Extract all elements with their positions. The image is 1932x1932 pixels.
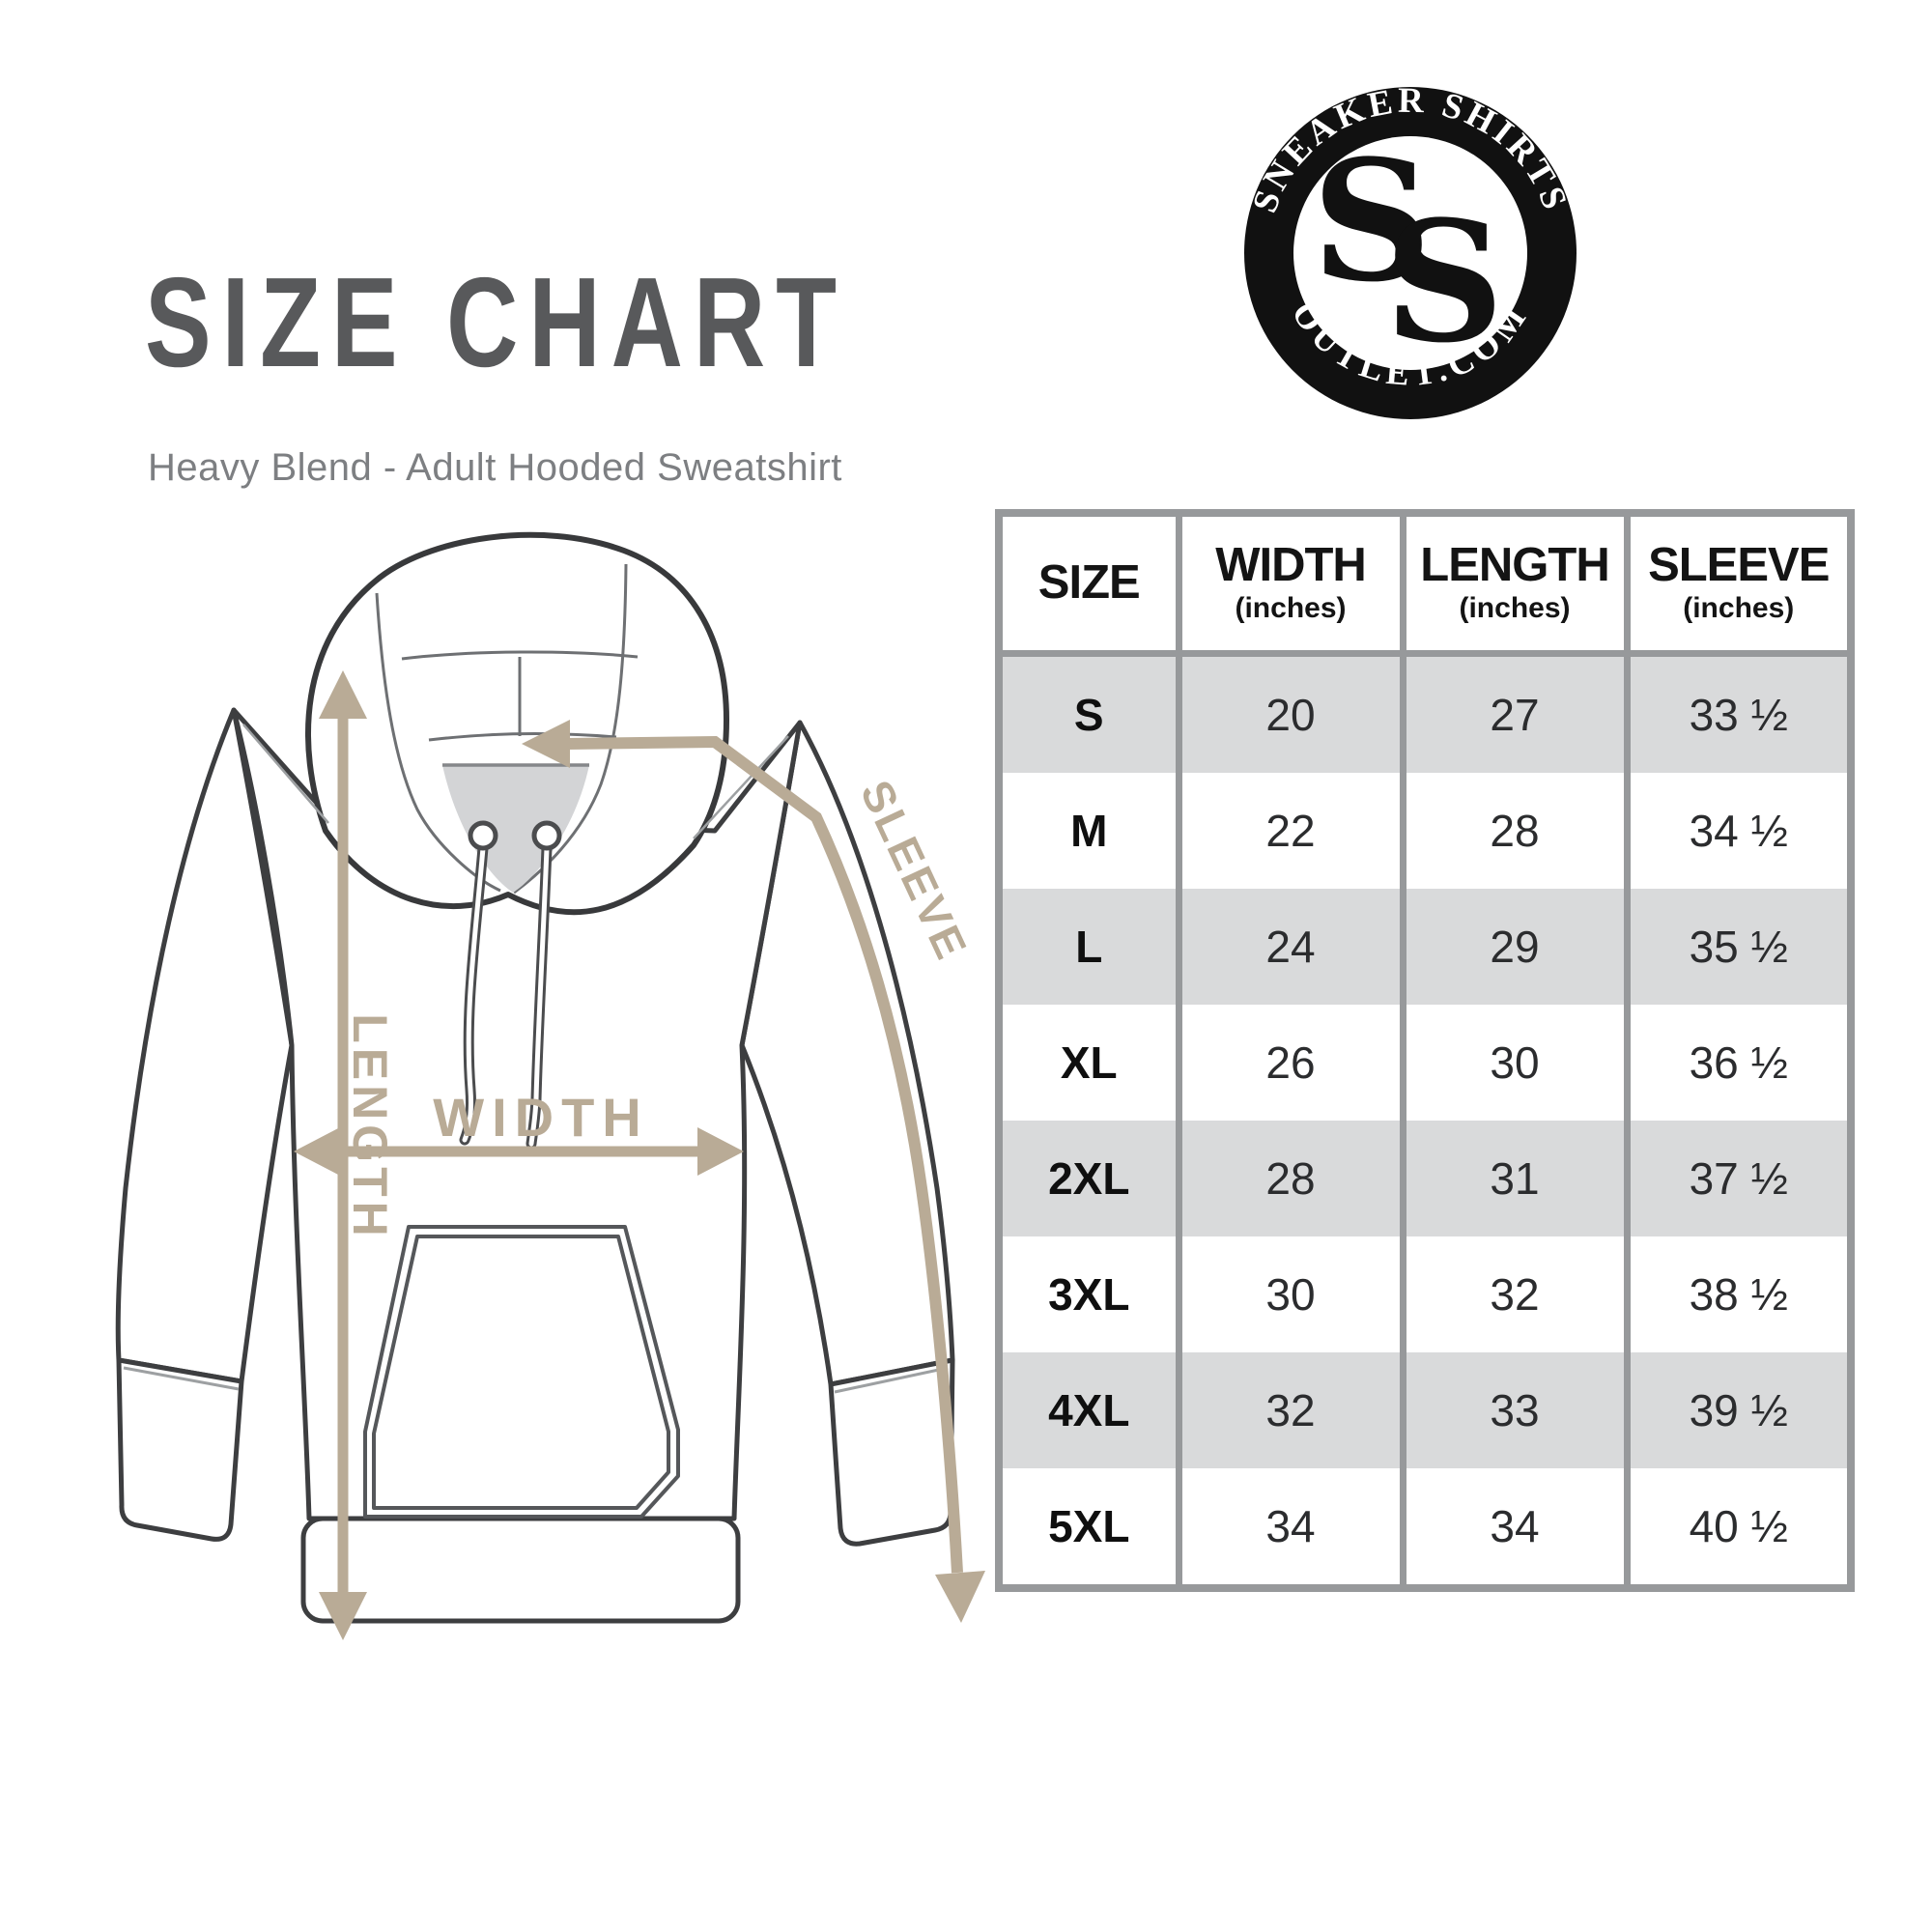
page-title-wrap: SIZE CHART [145,259,847,386]
table-row: 4XL 32 33 39 ½ [995,1352,1855,1468]
size-cell: XL [995,1005,1182,1121]
sleeve-arrow-line [566,735,963,1574]
table-row: XL 26 30 36 ½ [995,1005,1855,1121]
size-cell: 2XL [995,1121,1182,1236]
cuff-seams [123,1366,949,1394]
left-eyelet [468,820,498,851]
col-header-sleeve-unit: (inches) [1683,591,1795,624]
size-cell: S [995,653,1182,773]
table-row: S 20 27 33 ½ [995,653,1855,773]
col-header-sleeve: SLEEVE (inches) [1623,509,1855,657]
monogram-s-second: S [1384,184,1504,380]
page-title: SIZE CHART [145,251,847,393]
width-arrowhead-right [697,1127,744,1176]
page-subtitle: Heavy Blend - Adult Hooded Sweatshirt [148,446,842,489]
size-table-body: S 20 27 33 ½ M 22 28 34 ½ L 24 29 35 ½ XL 26 30 36 ½ 2XL… [995,653,1855,1588]
right-eyelet [531,820,562,851]
hoodie-diagram: WIDTH LENGTH SLEEVE [115,531,985,1640]
left-cuff [116,1357,244,1542]
length-cell: 27 [1399,653,1631,773]
width-cell: 26 [1175,1005,1406,1121]
width-arrowhead-left [294,1127,340,1176]
length-cell: 29 [1399,889,1631,1005]
table-header-row: SIZE WIDTH (inches) LENGTH (inches) SLEE… [995,509,1855,657]
size-cell: M [995,773,1182,889]
length-arrowhead-down [319,1592,367,1640]
col-header-size-label: SIZE [1037,556,1141,610]
length-cell: 31 [1399,1121,1631,1236]
col-header-width: WIDTH (inches) [1175,509,1406,657]
drawstrings [459,820,562,1150]
width-cell: 20 [1175,653,1406,773]
col-header-length-unit: (inches) [1459,591,1571,624]
hood-inner-seams [375,563,639,895]
length-label: LENGTH [343,1013,397,1241]
sleeve-cell: 40 ½ [1623,1468,1855,1588]
sleeve-cell: 39 ½ [1623,1352,1855,1468]
logo-inner-disc [1293,136,1527,370]
sleeve-cell: 35 ½ [1623,889,1855,1005]
length-cell: 30 [1399,1005,1631,1121]
table-row: M 22 28 34 ½ [995,773,1855,889]
sleeve-cell: 33 ½ [1623,653,1855,773]
size-table: SIZE WIDTH (inches) LENGTH (inches) SLEE… [995,509,1855,1592]
kangaroo-pocket [363,1225,680,1519]
hood [305,531,729,916]
col-header-length: LENGTH (inches) [1399,509,1631,657]
sleeve-arrowhead-left [522,720,570,768]
col-header-width-label: WIDTH [1215,539,1367,592]
length-arrowhead-up [319,670,367,719]
table-row: L 24 29 35 ½ [995,889,1855,1005]
sleeve-cell: 37 ½ [1623,1121,1855,1236]
width-cell: 34 [1175,1468,1406,1588]
width-cell: 30 [1175,1236,1406,1352]
width-cell: 28 [1175,1121,1406,1236]
neck-triangle [442,765,589,893]
size-table-wrap: SIZE WIDTH (inches) LENGTH (inches) SLEE… [995,509,1855,1592]
width-label: WIDTH [433,1087,649,1148]
width-cell: 24 [1175,889,1406,1005]
col-header-sleeve-label: SLEEVE [1648,539,1830,592]
sleeve-arrowhead-down [935,1571,985,1623]
table-row: 5XL 34 34 40 ½ [995,1468,1855,1588]
brand-logo: SNEAKER SHIRTS OUTLET.COM S S [1244,83,1577,419]
size-cell: L [995,889,1182,1005]
size-cell: 4XL [995,1352,1182,1468]
col-header-length-label: LENGTH [1420,539,1609,592]
sleeve-cell: 36 ½ [1623,1005,1855,1121]
length-cell: 33 [1399,1352,1631,1468]
measurement-arrows [336,713,963,1596]
arrowheads [294,670,985,1640]
sleeve-cell: 34 ½ [1623,773,1855,889]
table-row: 2XL 28 31 37 ½ [995,1121,1855,1236]
monogram-s-first: S [1312,123,1432,319]
col-header-width-unit: (inches) [1235,591,1347,624]
table-row: 3XL 30 32 38 ½ [995,1236,1855,1352]
length-cell: 28 [1399,773,1631,889]
length-cell: 32 [1399,1236,1631,1352]
hoodie-body [231,707,803,1521]
width-cell: 32 [1175,1352,1406,1468]
size-cell: 3XL [995,1236,1182,1352]
col-header-size: SIZE [995,509,1182,657]
waistband [300,1516,741,1624]
length-cell: 34 [1399,1468,1631,1588]
sleeve-cell: 38 ½ [1623,1236,1855,1352]
width-cell: 22 [1175,773,1406,889]
logo-ss-monogram: S S [1312,123,1504,380]
size-cell: 5XL [995,1468,1182,1588]
shoulder-seams [242,724,789,839]
